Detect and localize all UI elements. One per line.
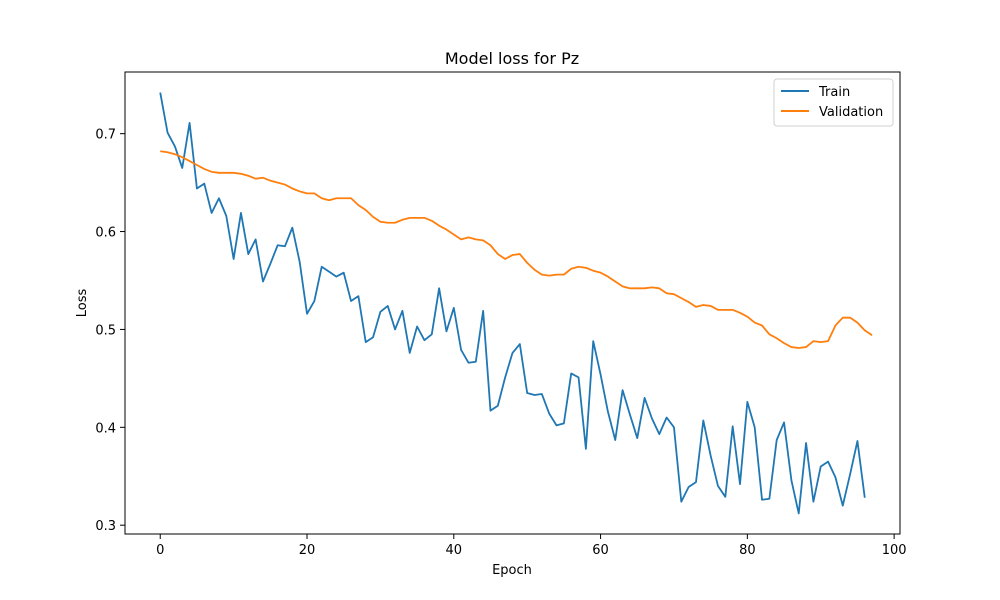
legend-label-train: Train <box>818 85 850 100</box>
x-tick-label: 80 <box>739 543 756 558</box>
y-tick-label: 0.7 <box>95 128 116 143</box>
x-tick-label: 60 <box>592 543 609 558</box>
chart-title: Model loss for Pz <box>445 49 579 68</box>
x-tick-label: 20 <box>299 543 316 558</box>
x-axis-label: Epoch <box>492 563 532 578</box>
series-line-train <box>159 92 866 515</box>
x-tick-label: 40 <box>446 543 463 558</box>
series-lines <box>159 92 873 515</box>
y-axis-label: Loss <box>75 289 90 318</box>
y-axis: 0.3 0.4 0.5 0.6 0.7 <box>95 128 125 534</box>
legend-label-validation: Validation <box>819 105 883 120</box>
series-line-validation <box>160 150 873 349</box>
y-tick-label: 0.3 <box>95 519 116 534</box>
axes-frame <box>124 71 901 535</box>
x-tick-label: 0 <box>156 543 164 558</box>
plot-area <box>124 71 901 535</box>
y-tick-label: 0.5 <box>95 323 116 338</box>
y-tick-label: 0.4 <box>95 421 116 436</box>
legend: Train Validation <box>773 78 894 127</box>
y-tick-label: 0.6 <box>95 226 116 241</box>
x-axis: 0 20 40 60 80 100 <box>156 534 907 558</box>
x-tick-label: 100 <box>882 543 907 558</box>
